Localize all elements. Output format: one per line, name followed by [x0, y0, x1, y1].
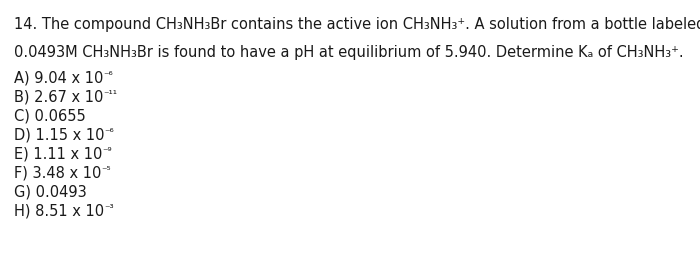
Text: H) 8.51 x 10: H) 8.51 x 10: [14, 204, 104, 218]
Text: G) 0.0493: G) 0.0493: [14, 185, 87, 199]
Text: D) 1.15 x 10: D) 1.15 x 10: [14, 128, 104, 143]
Text: 14. The compound CH₃NH₃Br contains the active ion CH₃NH₃⁺. A solution from a bot: 14. The compound CH₃NH₃Br contains the a…: [14, 16, 700, 32]
Text: ⁻⁶: ⁻⁶: [104, 70, 113, 80]
Text: F) 3.48 x 10: F) 3.48 x 10: [14, 165, 101, 181]
Text: ⁻⁵: ⁻⁵: [102, 165, 111, 175]
Text: B) 2.67 x 10: B) 2.67 x 10: [14, 90, 104, 104]
Text: ⁻⁶: ⁻⁶: [104, 128, 114, 138]
Text: ⁻⁹: ⁻⁹: [102, 146, 112, 157]
Text: ⁻³: ⁻³: [104, 204, 113, 213]
Text: 0.0493M CH₃NH₃Br is found to have a pH at equilibrium of 5.940. Determine Kₐ of : 0.0493M CH₃NH₃Br is found to have a pH a…: [14, 45, 684, 60]
Text: A) 9.04 x 10: A) 9.04 x 10: [14, 70, 104, 86]
Text: C) 0.0655: C) 0.0655: [14, 109, 85, 123]
Text: ⁻¹¹: ⁻¹¹: [104, 90, 118, 99]
Text: E) 1.11 x 10: E) 1.11 x 10: [14, 146, 102, 162]
